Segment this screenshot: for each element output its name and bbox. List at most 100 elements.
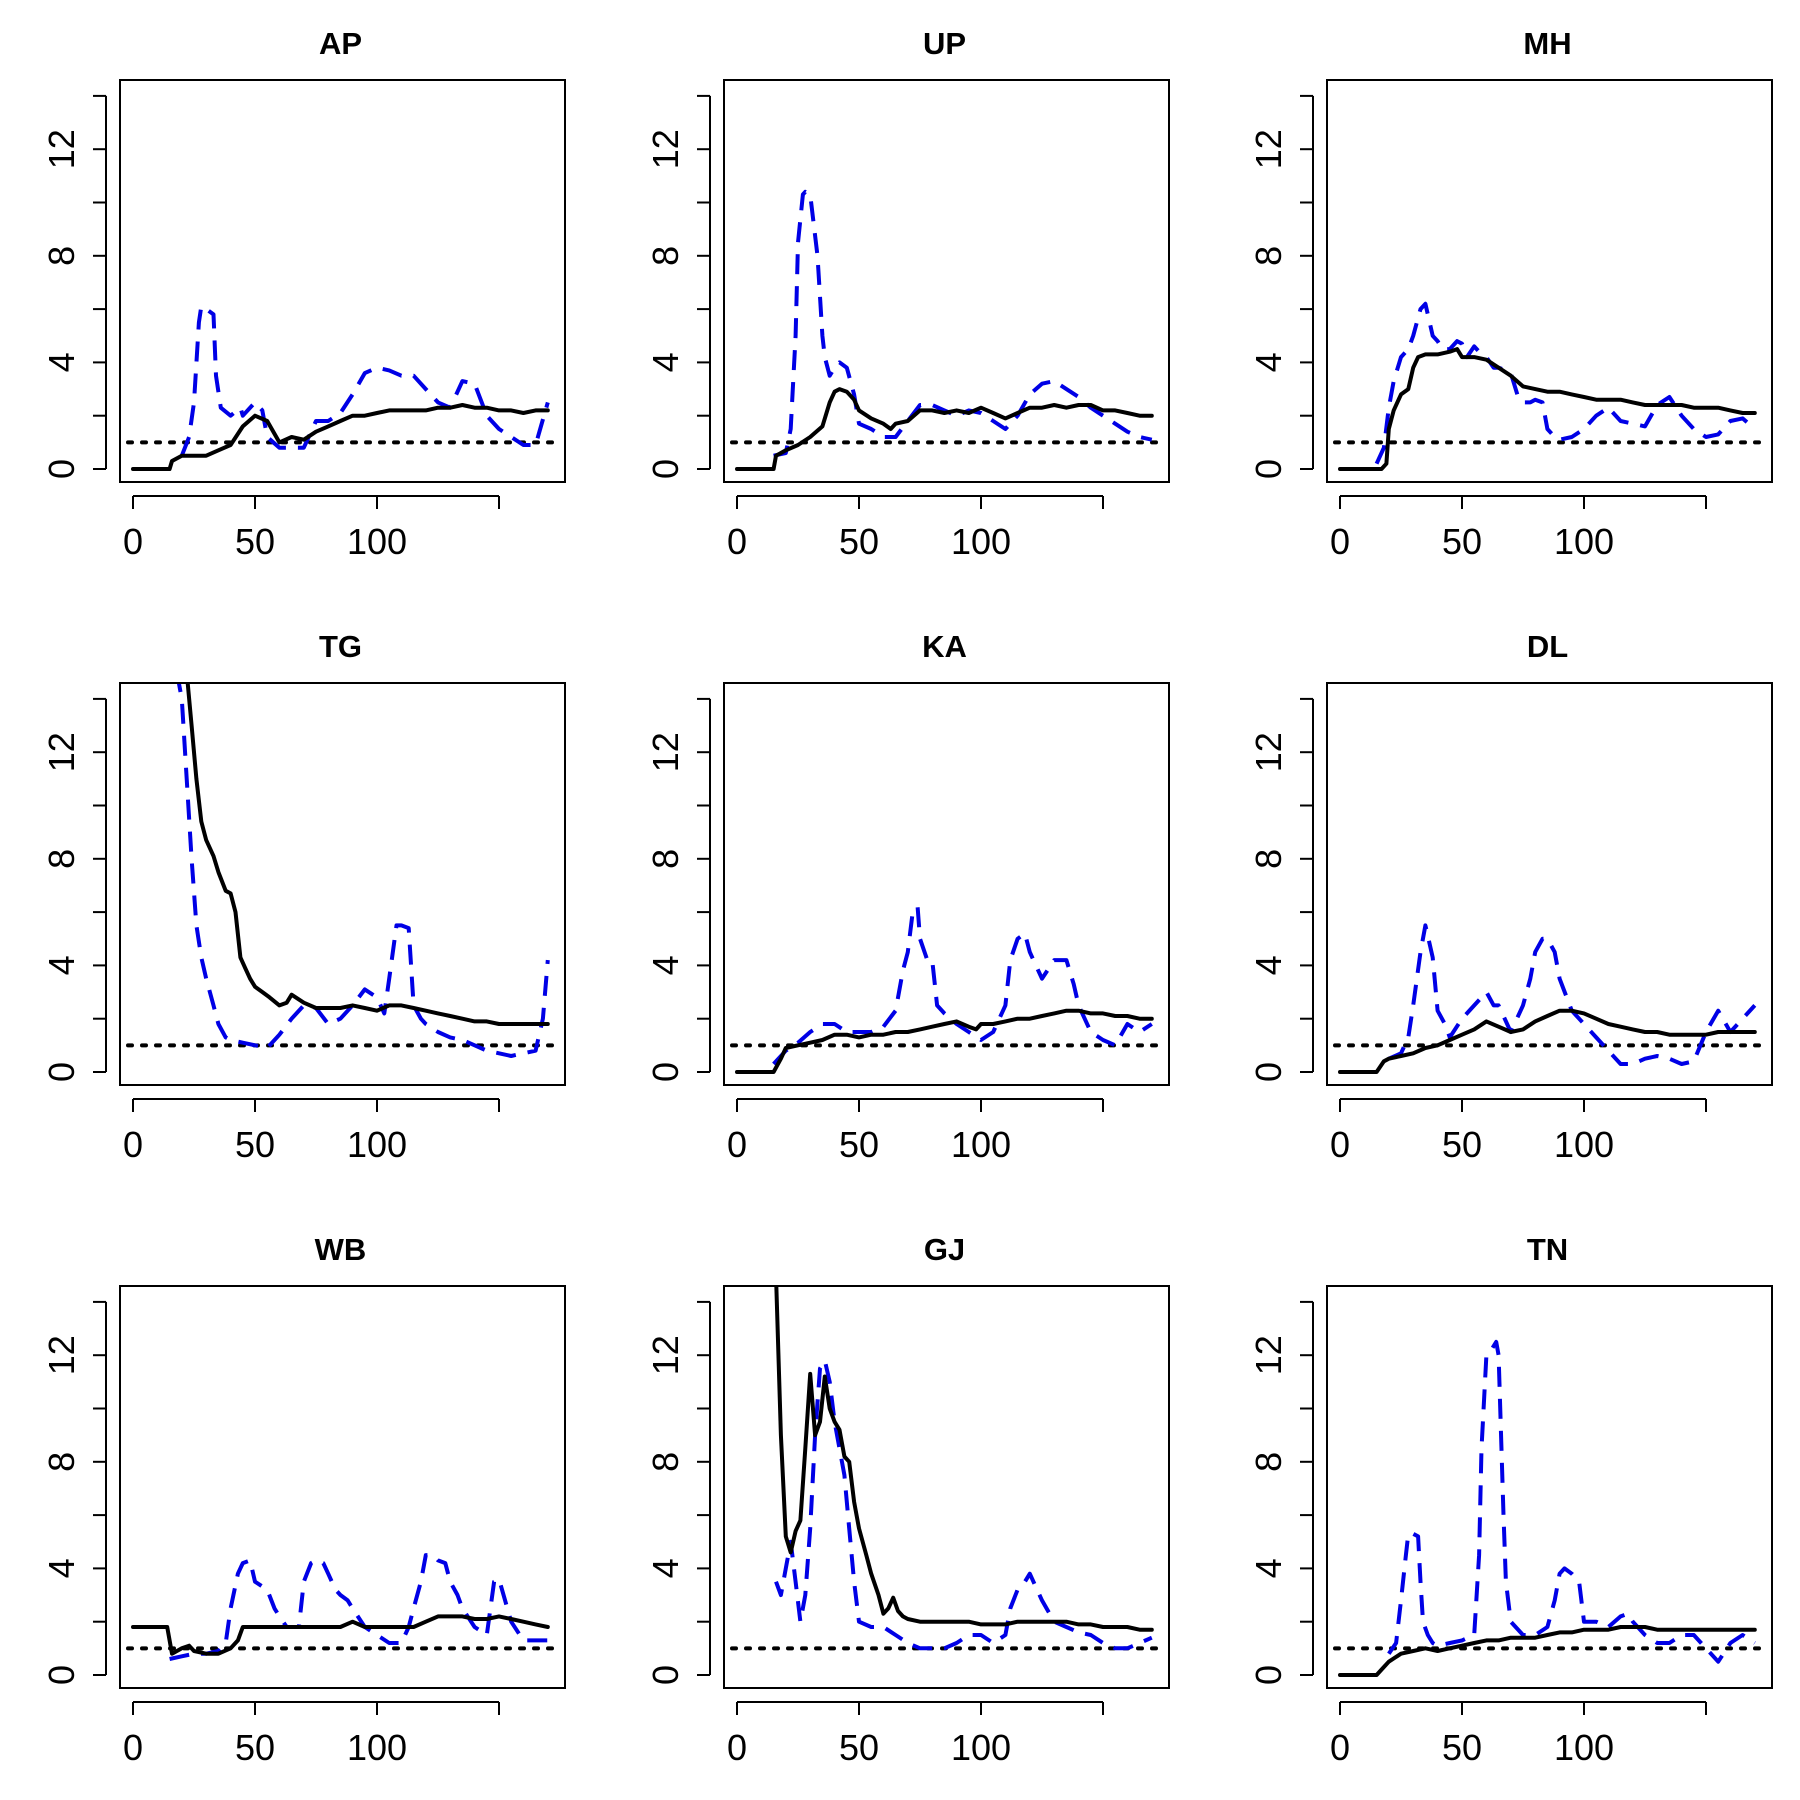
plot-frame	[723, 79, 1170, 483]
plot-area	[126, 1553, 561, 1661]
plot-frame	[119, 79, 566, 483]
y-tick-label: 0	[41, 1665, 82, 1685]
y-tick-label: 0	[645, 1062, 686, 1082]
series-line-dashed	[179, 304, 550, 457]
y-tick-label: 0	[1248, 1062, 1289, 1082]
x-tick-label: 50	[235, 521, 275, 562]
y-tick-label: 4	[1248, 1558, 1289, 1578]
y-tick-label: 12	[1248, 732, 1289, 772]
x-tick-label: 100	[951, 1124, 1011, 1165]
plot-area	[1333, 301, 1768, 471]
series-line-dashed	[772, 904, 1153, 1066]
series-line-solid	[131, 1614, 550, 1656]
panel-title: TN	[1527, 1232, 1568, 1267]
x-tick-label: 0	[727, 521, 747, 562]
x-tick-label: 0	[727, 1124, 747, 1165]
y-tick-label: 0	[645, 459, 686, 479]
x-tick-label: 100	[951, 521, 1011, 562]
plot-area	[126, 304, 561, 471]
x-tick-label: 50	[839, 1124, 879, 1165]
panel-up: UP 0 4 8 12 0 50 100	[645, 26, 1170, 562]
x-tick-label: 0	[727, 1727, 747, 1768]
x-tick-label: 50	[235, 1124, 275, 1165]
series-line-solid	[774, 1286, 1154, 1632]
y-tick-label: 12	[41, 732, 82, 772]
y-tick-label: 12	[645, 129, 686, 169]
plot-area	[730, 189, 1165, 471]
y-tick-label: 8	[41, 849, 82, 869]
y-tick-label: 8	[41, 1452, 82, 1472]
panel-title: DL	[1527, 629, 1568, 664]
x-tick-label: 0	[1330, 521, 1350, 562]
y-tick-label: 12	[41, 1335, 82, 1375]
x-tick-label: 50	[839, 1727, 879, 1768]
y-tick-label: 8	[1248, 246, 1289, 266]
y-tick-label: 12	[41, 129, 82, 169]
y-tick-label: 0	[41, 1062, 82, 1082]
series-line-dashed	[773, 189, 1153, 458]
series-line-solid	[1338, 1625, 1757, 1677]
plot-frame	[723, 682, 1170, 1086]
panel-ap: AP 0 4 8 12 0 50 100	[41, 26, 566, 562]
y-tick-label: 4	[645, 1558, 686, 1578]
x-tick-label: 100	[347, 1124, 407, 1165]
series-line-solid	[735, 387, 1154, 471]
y-tick-label: 12	[645, 1335, 686, 1375]
y-tick-label: 4	[645, 955, 686, 975]
panel-wb: WB 0 4 8 12 0 50 100	[41, 1232, 566, 1768]
panel-ka: KA 0 4 8 12 0 50 100	[645, 629, 1170, 1165]
series-line-dashed	[169, 1553, 548, 1661]
series-line-dashed	[774, 1358, 1153, 1651]
panel-gj: GJ 0 4 8 12 0 50 100	[645, 1232, 1170, 1768]
plot-frame	[1326, 682, 1773, 1086]
series-line-solid	[1338, 1008, 1757, 1074]
x-tick-label: 100	[347, 1727, 407, 1768]
x-tick-label: 0	[123, 521, 143, 562]
plot-area	[1333, 1339, 1768, 1677]
y-tick-label: 12	[1248, 129, 1289, 169]
y-tick-label: 4	[41, 1558, 82, 1578]
x-tick-label: 0	[123, 1124, 143, 1165]
y-tick-label: 4	[645, 352, 686, 372]
y-tick-label: 8	[645, 1452, 686, 1472]
series-line-solid	[185, 683, 550, 1026]
panel-title: WB	[315, 1232, 367, 1267]
x-tick-label: 50	[839, 521, 879, 562]
x-tick-label: 50	[235, 1727, 275, 1768]
panel-title: TG	[319, 629, 362, 664]
plot-area	[126, 683, 561, 1058]
plot-area	[730, 1286, 1165, 1651]
plot-frame	[119, 1285, 566, 1689]
x-tick-label: 100	[1554, 1124, 1614, 1165]
y-tick-label: 0	[1248, 459, 1289, 479]
y-tick-label: 8	[1248, 1452, 1289, 1472]
x-tick-label: 100	[347, 521, 407, 562]
plot-frame	[1326, 79, 1773, 483]
panel-title: UP	[923, 26, 966, 61]
panel-title: AP	[319, 26, 362, 61]
x-tick-label: 50	[1442, 521, 1482, 562]
plot-area	[1333, 923, 1768, 1074]
panel-title: MH	[1523, 26, 1571, 61]
plot-area	[730, 904, 1165, 1074]
series-line-solid	[131, 403, 550, 471]
series-line-solid	[1338, 347, 1757, 471]
series-line-dashed	[176, 683, 550, 1058]
series-line-dashed	[1387, 1339, 1756, 1664]
plot-frame	[119, 682, 566, 1086]
panel-title: GJ	[924, 1232, 965, 1267]
panel-mh: MH 0 4 8 12 0 50 100	[1248, 26, 1773, 562]
y-tick-label: 12	[645, 732, 686, 772]
x-tick-label: 50	[1442, 1124, 1482, 1165]
series-line-dashed	[1374, 301, 1757, 465]
y-tick-label: 8	[645, 849, 686, 869]
x-tick-label: 50	[1442, 1727, 1482, 1768]
panel-tg: TG 0 4 8 12 0 50 100	[41, 629, 566, 1165]
panel-tn: TN 0 4 8 12 0 50 100	[1248, 1232, 1773, 1768]
y-tick-label: 0	[645, 1665, 686, 1685]
panel-title: KA	[922, 629, 967, 664]
plot-frame	[723, 1285, 1170, 1689]
y-tick-label: 8	[1248, 849, 1289, 869]
x-tick-label: 0	[1330, 1727, 1350, 1768]
